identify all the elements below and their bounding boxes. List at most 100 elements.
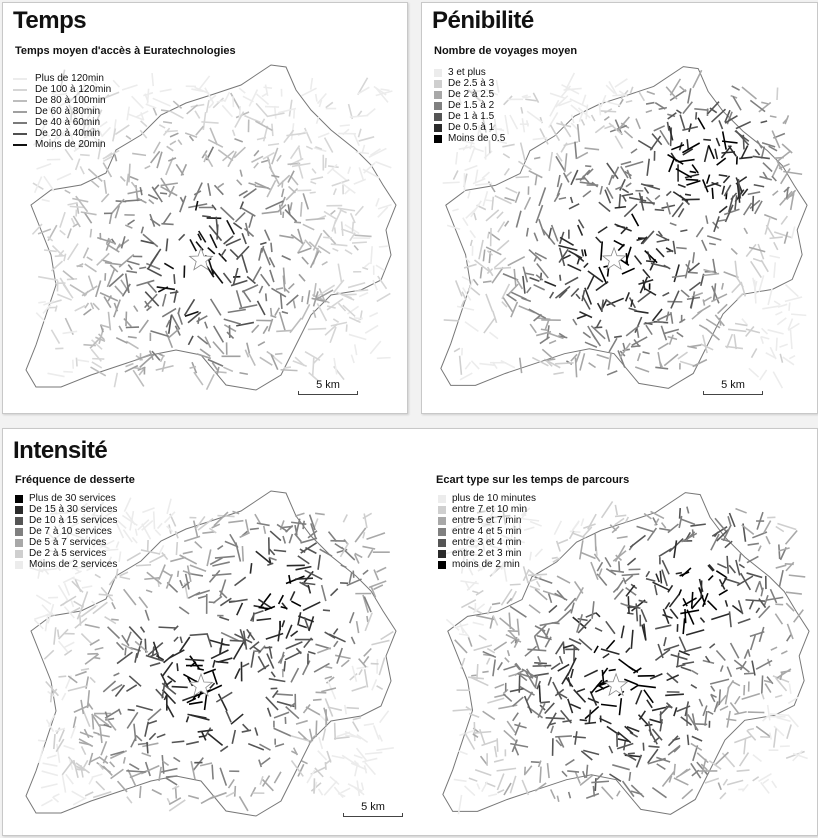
network-segment (640, 608, 648, 623)
network-segment (144, 165, 151, 170)
network-segment (474, 169, 479, 184)
network-segment (502, 297, 514, 313)
network-segment (97, 333, 106, 341)
network-segment (706, 101, 720, 115)
legend-item: De 40 à 60min (13, 117, 111, 128)
network-segment (788, 683, 792, 694)
network-segment (350, 762, 367, 771)
network-segment (549, 99, 560, 117)
network-segment (666, 674, 680, 682)
network-segment (46, 531, 59, 543)
network-segment (664, 601, 671, 610)
network-segment (671, 143, 685, 151)
network-segment (557, 736, 565, 748)
legend-label: entre 4 et 5 min (452, 526, 522, 537)
network-segment (175, 541, 179, 556)
map-penibilite (440, 66, 808, 389)
network-segment (125, 199, 143, 202)
network-segment (614, 205, 626, 209)
network-segment (375, 264, 385, 272)
network-segment (207, 258, 215, 275)
network-segment (105, 511, 114, 517)
network-segment (661, 569, 668, 587)
network-segment (510, 742, 529, 748)
network-segment (775, 564, 787, 569)
network-segment (331, 168, 348, 182)
network-segment (257, 664, 270, 673)
network-segment (509, 583, 521, 586)
network-segment (705, 327, 720, 341)
network-segment (464, 321, 479, 333)
network-segment (227, 779, 235, 789)
network-segment (265, 696, 279, 711)
network-segment (659, 361, 664, 369)
legend-swatch (434, 101, 442, 110)
network-segment (77, 359, 90, 363)
network-segment (745, 243, 757, 258)
network-segment (229, 639, 244, 642)
network-segment (600, 241, 604, 261)
network-segment (514, 191, 521, 204)
network-segment (556, 575, 571, 584)
network-segment (585, 612, 596, 618)
network-segment (342, 514, 348, 523)
network-segment (621, 780, 635, 798)
network-segment (254, 727, 259, 736)
network-segment (283, 660, 287, 672)
network-segment (625, 325, 640, 337)
network-segment (496, 140, 508, 145)
network-segment (233, 222, 243, 230)
network-segment (765, 535, 771, 545)
network-segment (608, 337, 618, 353)
legend-label: De 60 à 80min (35, 106, 101, 117)
network-segment (195, 241, 204, 251)
network-segment (47, 372, 65, 378)
network-segment (668, 157, 676, 173)
network-segment (104, 261, 122, 266)
network-segment (171, 685, 188, 689)
network-segment (112, 79, 120, 88)
network-segment (616, 790, 621, 797)
network-segment (606, 162, 619, 180)
network-segment (234, 211, 246, 223)
network-segment (570, 104, 584, 116)
network-segment (454, 280, 463, 297)
network-segment (665, 702, 673, 709)
network-segment (149, 218, 161, 227)
network-segment (649, 135, 662, 151)
network-segment (740, 145, 749, 159)
network-segment (750, 260, 762, 279)
network-segment (729, 642, 740, 659)
legend-swatch (13, 88, 27, 91)
network-segment (193, 371, 204, 386)
network-segment (785, 187, 789, 199)
network-segment (64, 189, 71, 194)
network-segment (734, 710, 747, 716)
network-segment (357, 77, 369, 96)
network-segment (461, 291, 467, 301)
network-segment (282, 535, 287, 544)
network-segment (82, 247, 90, 259)
network-segment (197, 517, 214, 531)
network-segment (711, 181, 722, 187)
network-segment (682, 148, 694, 156)
network-segment (253, 162, 259, 169)
network-segment (793, 609, 804, 623)
network-segment (637, 290, 652, 303)
network-segment (193, 190, 202, 196)
legend-swatch (434, 79, 442, 88)
network-segment (596, 353, 610, 360)
network-segment (131, 95, 144, 109)
network-segment (94, 646, 104, 651)
network-segment (344, 704, 348, 715)
network-segment (461, 276, 470, 282)
network-segment (239, 169, 243, 177)
network-segment (724, 204, 734, 223)
network-segment (574, 357, 578, 378)
network-segment (489, 507, 496, 519)
network-segment (460, 599, 477, 609)
network-segment (344, 249, 353, 255)
network-segment (58, 729, 65, 743)
network-segment (687, 271, 698, 274)
network-segment (298, 624, 308, 629)
